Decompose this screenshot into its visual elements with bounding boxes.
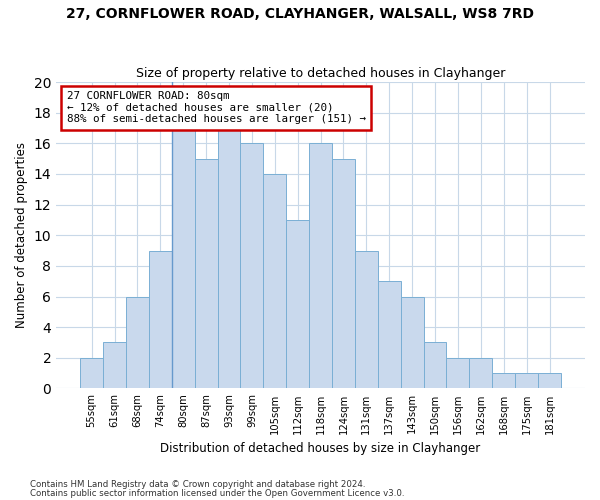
Bar [538,373,561,388]
Bar [332,158,355,388]
Bar [218,128,241,388]
Bar [194,158,218,388]
Text: Contains public sector information licensed under the Open Government Licence v3: Contains public sector information licen… [30,488,404,498]
Bar [286,220,309,388]
Bar [149,250,172,388]
Bar [446,358,469,388]
Bar [126,296,149,388]
Bar [401,296,424,388]
X-axis label: Distribution of detached houses by size in Clayhanger: Distribution of detached houses by size … [160,442,481,455]
Bar [103,342,126,388]
Text: 27, CORNFLOWER ROAD, CLAYHANGER, WALSALL, WS8 7RD: 27, CORNFLOWER ROAD, CLAYHANGER, WALSALL… [66,8,534,22]
Bar [378,281,401,388]
Bar [424,342,446,388]
Bar [355,250,378,388]
Bar [80,358,103,388]
Bar [515,373,538,388]
Bar [241,144,263,388]
Bar [172,128,194,388]
Text: 27 CORNFLOWER ROAD: 80sqm
← 12% of detached houses are smaller (20)
88% of semi-: 27 CORNFLOWER ROAD: 80sqm ← 12% of detac… [67,91,366,124]
Bar [469,358,492,388]
Bar [309,144,332,388]
Bar [492,373,515,388]
Y-axis label: Number of detached properties: Number of detached properties [15,142,28,328]
Title: Size of property relative to detached houses in Clayhanger: Size of property relative to detached ho… [136,66,505,80]
Bar [263,174,286,388]
Text: Contains HM Land Registry data © Crown copyright and database right 2024.: Contains HM Land Registry data © Crown c… [30,480,365,489]
